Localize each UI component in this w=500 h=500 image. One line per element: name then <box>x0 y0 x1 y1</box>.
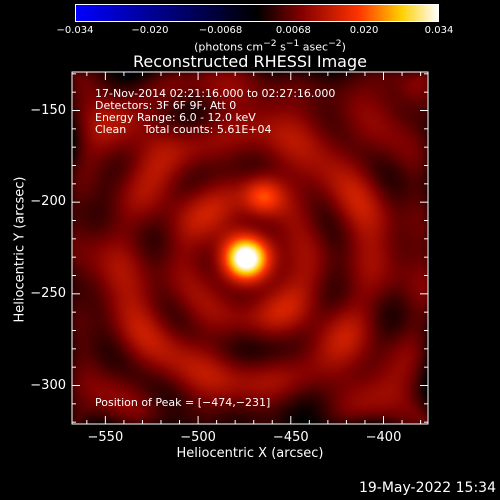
y-tick-label: −300 <box>30 377 66 393</box>
info-clean-counts: Clean Total counts: 5.61E+04 <box>95 123 272 136</box>
colorbar-tick-label: −0.0068 <box>198 25 243 36</box>
y-axis-title: Heliocentric Y (arcsec) <box>12 176 28 323</box>
peak-position-label: Position of Peak = [−474,−231] <box>95 396 271 409</box>
colorbar-units: (photons cm−2 s−1 asec−2) <box>194 38 346 54</box>
colorbar-tick-label: 0.034 <box>424 25 454 36</box>
info-time-range: 17-Nov-2014 02:21:16.000 to 02:27:16.000 <box>95 87 336 100</box>
y-tick-label: −150 <box>30 102 66 118</box>
x-tick-label: −450 <box>272 430 309 445</box>
info-energy-range: Energy Range: 6.0 - 12.0 keV <box>95 111 256 124</box>
x-tick-label: −500 <box>180 430 216 445</box>
colorbar-tick-label: −0.034 <box>56 25 94 36</box>
y-tick-label: −250 <box>30 285 66 301</box>
footer-date: 19-May-2022 15:34 <box>358 480 496 496</box>
y-tick-label: −200 <box>30 194 66 210</box>
x-axis-title: Heliocentric X (arcsec) <box>176 446 324 461</box>
plot-frame <box>71 71 429 425</box>
info-detectors: Detectors: 3F 6F 9F, Att 0 <box>95 99 237 112</box>
colorbar-tick-label: 0.0068 <box>275 25 311 36</box>
chart-title: Reconstructed RHESSI Image <box>133 52 367 71</box>
x-tick-label: −400 <box>365 430 402 445</box>
heatmap-image <box>72 72 428 424</box>
colorbar-tick-label: 0.020 <box>349 25 379 36</box>
x-tick-label: −550 <box>87 430 124 445</box>
colorbar <box>75 4 439 22</box>
colorbar-tick-label: −0.020 <box>131 25 169 36</box>
